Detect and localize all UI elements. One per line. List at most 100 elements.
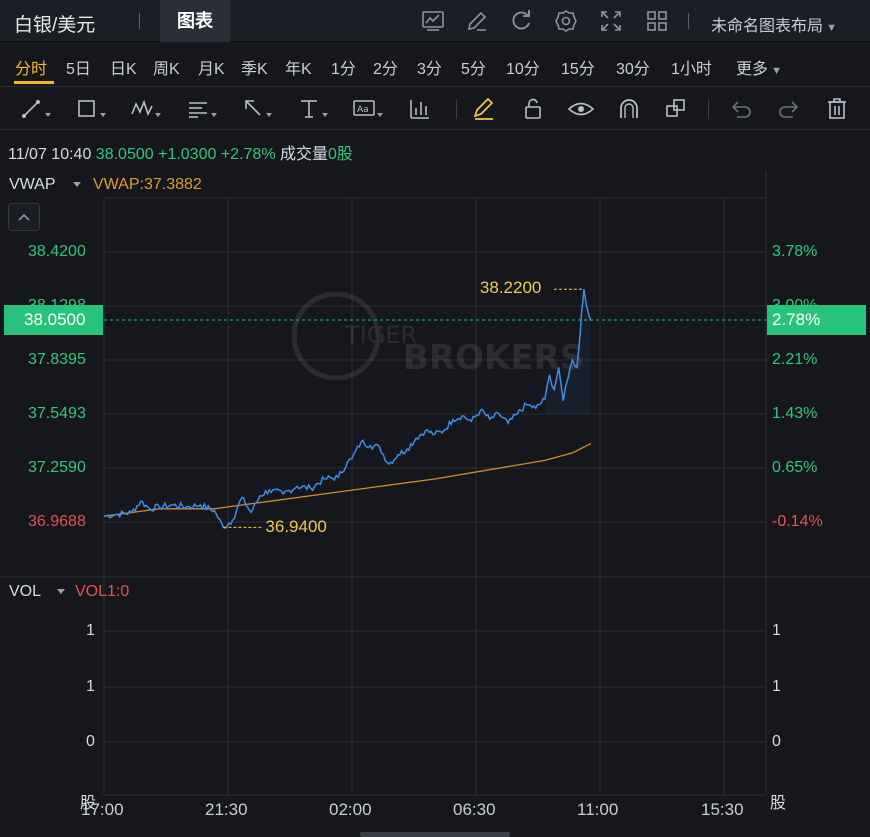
fullscreen-icon[interactable] (598, 8, 624, 34)
collapse-button[interactable] (8, 203, 40, 231)
vol-tick-right: 1 (772, 678, 781, 695)
svg-text:TIGER: TIGER (344, 321, 417, 349)
arrow-icon[interactable] (241, 96, 273, 122)
gear-icon[interactable] (553, 8, 579, 34)
chevron-up-icon (18, 213, 30, 221)
trend-line-icon[interactable] (20, 96, 52, 122)
vol-tick-left: 1 (86, 678, 95, 695)
edit-icon[interactable] (464, 8, 490, 34)
wave-pattern-icon[interactable] (130, 96, 162, 122)
lock-icon[interactable] (518, 96, 550, 122)
period-1m[interactable]: 1分 (331, 61, 356, 78)
divider (708, 99, 709, 119)
x-tick: 15:30 (701, 800, 744, 819)
divider (139, 13, 140, 29)
period-2m[interactable]: 2分 (373, 61, 398, 78)
period-5d[interactable]: 5日 (66, 61, 91, 78)
period-more-label: 更多 (736, 61, 769, 78)
layout-selector[interactable]: 未命名图表布局 ▼ (711, 12, 837, 36)
period-daily[interactable]: 日K (110, 61, 137, 78)
volume-caret-icon[interactable] (57, 589, 65, 594)
low-price-label: 36.9400 (265, 517, 327, 537)
time-scrollbar[interactable] (360, 832, 510, 837)
period-weekly[interactable]: 周K (153, 61, 180, 78)
y-tick-pct: 3.78% (772, 243, 818, 260)
fibonacci-icon[interactable] (186, 96, 218, 122)
volume-indicator-value: VOL1:0 (75, 583, 130, 600)
quote-change: +1.0300 (158, 146, 217, 163)
indicator-caret-icon[interactable] (73, 182, 81, 187)
vol-tick-right: 0 (772, 733, 781, 750)
symbol-title[interactable]: 白银/美元 (14, 15, 96, 36)
period-15m[interactable]: 15分 (561, 61, 595, 78)
layout-name: 未命名图表布局 (711, 18, 824, 35)
volume-indicator-name[interactable]: VOL (9, 583, 42, 600)
period-5m[interactable]: 5分 (461, 61, 486, 78)
note-icon[interactable]: Aa (352, 96, 384, 122)
quote-volume: 0股 (328, 146, 353, 163)
period-quarterly[interactable]: 季K (241, 61, 268, 78)
period-10m[interactable]: 10分 (506, 61, 540, 78)
y-tick-pct: 0.65% (772, 459, 818, 476)
period-more[interactable]: 更多 ▼ (736, 55, 782, 79)
y-tick-pct: 2.21% (772, 351, 818, 368)
quote-info-line: 11/07 10:40 38.0500 +1.0300 +2.78% 成交量0股 (8, 140, 353, 164)
period-1h[interactable]: 1小时 (671, 61, 712, 78)
current-price-tag: 38.0500 (4, 305, 103, 335)
layout-grid-icon[interactable] (644, 8, 670, 34)
period-30m[interactable]: 30分 (616, 61, 650, 78)
high-price-label: 38.2200 (479, 278, 542, 298)
active-period-indicator (14, 81, 54, 84)
y-tick-price: 37.8395 (28, 351, 86, 368)
delete-icon[interactable] (821, 96, 853, 122)
vwap-line (103, 443, 592, 517)
eye-icon[interactable] (565, 96, 597, 122)
price-range-icon[interactable] (407, 96, 439, 122)
caret-down-icon: ▼ (823, 22, 837, 34)
drawing-toolbar: Aa (0, 88, 870, 130)
vol-tick-left: 1 (86, 622, 95, 639)
layers-icon[interactable] (661, 96, 693, 122)
current-pct-tag: 2.78% (767, 305, 866, 335)
period-bar: 分时 5日 日K 周K 月K 季K 年K 1分 2分 3分 5分 10分 15分… (0, 43, 870, 87)
x-tick: 06:30 (453, 800, 496, 819)
x-tick: 11:00 (577, 800, 619, 819)
svg-text:BROKERS: BROKERS (403, 338, 584, 378)
tab-chart[interactable]: 图表 (160, 0, 230, 42)
x-tick: 21:30 (205, 800, 248, 819)
period-intraday[interactable]: 分时 (15, 61, 48, 78)
magnet-icon[interactable] (613, 96, 645, 122)
chart-grid (0, 168, 870, 837)
svg-text:Aa: Aa (357, 105, 369, 115)
y-tick-price: 37.5493 (28, 405, 86, 422)
broker-watermark: TIGER BROKERS (291, 291, 584, 381)
y-tick-price: 38.4200 (28, 243, 86, 260)
price-line (103, 289, 592, 530)
quote-datetime: 11/07 10:40 (8, 146, 92, 163)
caret-down-icon: ▼ (768, 65, 782, 77)
x-tick: 17:00 (81, 800, 124, 819)
price-chart[interactable]: TIGER BROKERS (0, 168, 870, 837)
divider (456, 99, 457, 119)
period-yearly[interactable]: 年K (285, 61, 312, 78)
indicator-value: VWAP:37.3882 (93, 176, 202, 193)
y-tick-price: 36.9688 (28, 513, 86, 530)
y-tick-pct: -0.14% (772, 513, 823, 530)
chart-settings-icon[interactable] (420, 8, 446, 34)
vol-unit-left: 股 (80, 795, 97, 812)
y-tick-price: 37.2590 (28, 459, 86, 476)
refresh-icon[interactable] (508, 8, 534, 34)
x-tick: 02:00 (329, 800, 372, 819)
period-3m[interactable]: 3分 (417, 61, 442, 78)
top-bar (0, 0, 870, 42)
divider (688, 13, 689, 29)
period-monthly[interactable]: 月K (198, 61, 225, 78)
indicator-name[interactable]: VWAP (9, 176, 56, 193)
brush-icon[interactable] (469, 96, 501, 122)
text-icon[interactable] (297, 96, 329, 122)
rectangle-icon[interactable] (75, 96, 107, 122)
y-tick-pct: 1.43% (772, 405, 818, 422)
volume-label: 成交量 (280, 146, 329, 163)
undo-icon[interactable] (725, 96, 757, 122)
redo-icon[interactable] (773, 96, 805, 122)
